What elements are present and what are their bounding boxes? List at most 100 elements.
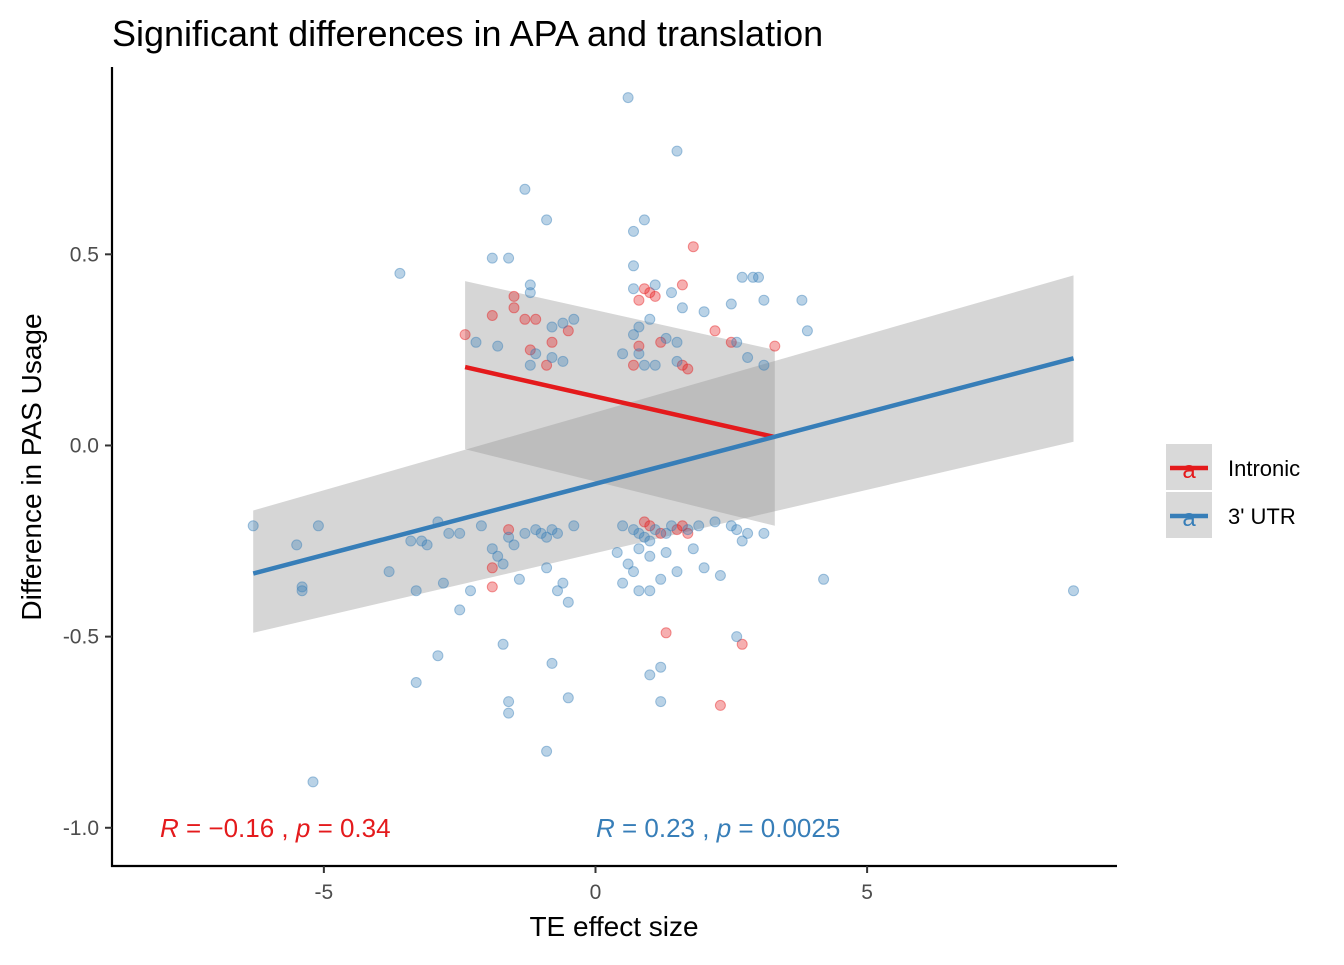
data-point-series-1	[698, 306, 710, 318]
data-point-series-1	[557, 355, 569, 367]
data-point-series-1	[454, 527, 466, 539]
data-point-series-1	[541, 745, 553, 757]
data-point-series-1	[655, 696, 667, 708]
data-point-series-0	[644, 287, 656, 299]
legend-label: 3' UTR	[1228, 504, 1296, 529]
data-point-series-1	[546, 524, 558, 536]
y-tick-label: 0.0	[70, 434, 99, 457]
data-point-series-1	[633, 348, 645, 360]
data-point-series-1	[535, 527, 547, 539]
data-point-series-1	[416, 535, 428, 547]
data-point-series-1	[671, 566, 683, 578]
data-point-series-1	[628, 524, 639, 536]
data-point-series-1	[671, 355, 683, 367]
trend-line-0	[464, 364, 776, 440]
data-point-series-0	[655, 336, 667, 348]
data-point-series-1	[503, 531, 515, 543]
data-point-series-1	[568, 520, 580, 532]
data-point-series-0	[638, 516, 650, 528]
data-point-series-0	[486, 562, 498, 574]
data-point-series-1	[736, 535, 748, 547]
data-point-series-0	[541, 359, 553, 371]
data-point-series-0	[503, 524, 515, 536]
data-point-series-1	[508, 539, 520, 551]
data-point-series-1	[660, 527, 672, 539]
data-point-series-1	[628, 566, 639, 578]
data-point-series-1	[628, 225, 639, 237]
y-tick-label: -0.5	[63, 626, 99, 649]
data-point-series-1	[541, 214, 553, 226]
data-point-series-0	[508, 290, 520, 302]
data-point-series-0	[459, 329, 471, 341]
data-point-series-1	[562, 596, 574, 608]
trend-lines	[252, 356, 1075, 576]
data-point-series-0	[676, 359, 688, 371]
data-point-series-1	[552, 527, 563, 539]
data-point-series-1	[546, 657, 558, 669]
correlation-annotations: R = −0.16 , p = 0.34 R = 0.23 , p = 0.002…	[160, 813, 840, 843]
data-point-series-1	[655, 573, 667, 585]
data-point-series-0	[714, 699, 726, 711]
data-point-series-1	[796, 294, 808, 306]
data-point-series-1	[541, 531, 553, 543]
x-axis-ticks: -5 0 5	[315, 866, 873, 904]
data-point-series-0	[546, 336, 558, 348]
data-point-series-1	[731, 524, 743, 536]
data-point-series-1	[622, 558, 634, 570]
legend: a Intronic a 3' UTR	[1166, 444, 1300, 538]
data-point-series-1	[530, 348, 542, 360]
data-point-series-0	[709, 325, 721, 337]
data-point-series-1	[671, 336, 683, 348]
data-point-series-1	[617, 348, 629, 360]
data-point-series-0	[736, 638, 748, 650]
data-point-series-1	[432, 650, 444, 662]
data-point-series-1	[628, 329, 639, 341]
data-point-series-0	[682, 527, 694, 539]
data-point-series-1	[296, 581, 308, 593]
data-point-series-1	[758, 359, 770, 371]
data-point-series-1	[546, 321, 558, 333]
data-point-series-1	[747, 271, 759, 283]
data-point-series-1	[660, 547, 672, 558]
data-point-series-0	[769, 340, 781, 352]
data-point-series-1	[628, 283, 639, 295]
data-point-series-1	[530, 524, 542, 536]
data-point-series-0	[524, 344, 536, 356]
data-point-series-1	[693, 520, 705, 532]
x-tick-label: 0	[590, 881, 602, 904]
data-point-series-1	[731, 631, 743, 643]
data-point-series-0	[644, 520, 656, 532]
data-point-series-1	[725, 520, 737, 532]
data-point-series-1	[443, 527, 455, 539]
data-point-series-1	[291, 539, 303, 551]
data-point-series-1	[437, 577, 449, 589]
data-point-series-0	[562, 325, 574, 337]
data-point-series-1	[638, 531, 650, 543]
data-point-series-1	[503, 696, 515, 708]
data-point-series-1	[524, 359, 536, 371]
data-point-series-1	[394, 267, 406, 279]
data-point-series-0	[519, 313, 531, 325]
data-point-series-0	[486, 581, 498, 593]
data-point-series-1	[562, 692, 574, 704]
data-point-series-1	[519, 527, 531, 539]
data-point-series-1	[568, 313, 580, 325]
x-tick-label: 5	[861, 881, 873, 904]
data-point-series-0	[676, 279, 688, 291]
data-point-series-0	[725, 336, 737, 348]
x-axis-title: TE effect size	[529, 911, 698, 942]
data-point-series-1	[698, 562, 710, 574]
data-point-series-0	[687, 241, 699, 253]
correlation-annotation-1: R = 0.23 , p = 0.0025	[596, 813, 840, 843]
data-point-series-1	[818, 573, 830, 585]
data-point-series-1	[410, 585, 422, 597]
data-point-series-1	[405, 535, 417, 547]
y-axis-title: Difference in PAS Usage	[16, 313, 47, 620]
chart-title: Significant differences in APA and trans…	[112, 13, 823, 54]
data-point-series-0	[682, 363, 694, 375]
data-point-series-1	[552, 585, 563, 597]
data-point-series-1	[742, 352, 754, 363]
data-point-series-1	[758, 294, 770, 306]
data-point-series-1	[541, 562, 553, 574]
